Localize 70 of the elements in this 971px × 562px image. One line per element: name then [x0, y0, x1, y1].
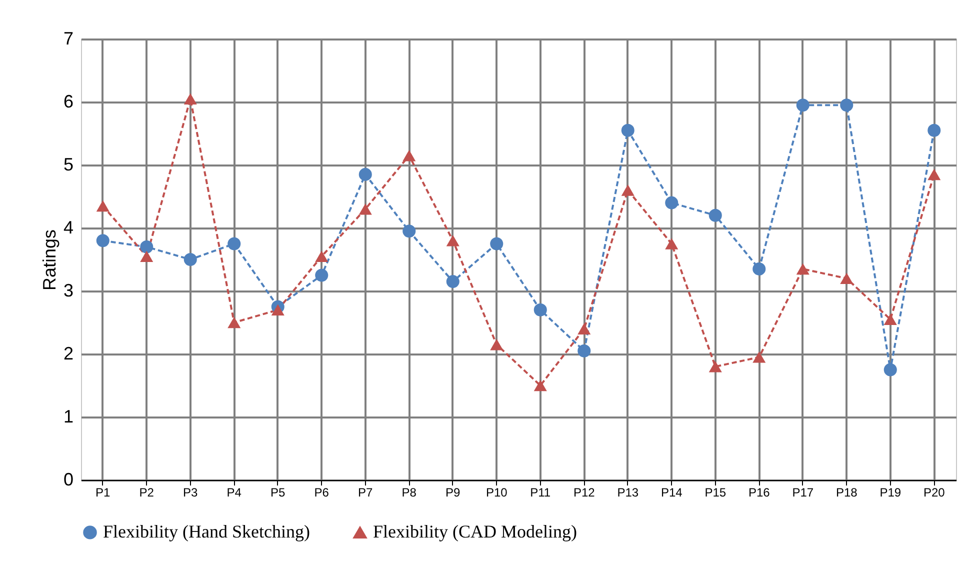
x-tick-label: P8 — [402, 486, 417, 500]
x-tick-label: P7 — [358, 486, 374, 500]
point — [358, 168, 372, 181]
point — [621, 184, 634, 196]
x-tick-label: P2 — [139, 486, 154, 500]
x-tick-label: P17 — [792, 486, 814, 500]
legend-label: Flexibility (CAD Modeling) — [373, 522, 577, 542]
point — [840, 272, 854, 284]
point — [752, 262, 766, 276]
point — [621, 124, 634, 137]
x-tick-label: P6 — [314, 486, 330, 500]
x-tick-label: P18 — [836, 486, 858, 500]
point — [752, 352, 766, 363]
point — [578, 344, 591, 358]
point — [928, 168, 941, 180]
y-tick-label: 0 — [63, 470, 74, 490]
x-tick-label: P9 — [446, 486, 461, 500]
point — [446, 234, 460, 246]
point — [884, 363, 897, 376]
x-tick-label: P11 — [530, 486, 551, 500]
point — [490, 338, 504, 350]
point — [490, 237, 504, 250]
point — [796, 98, 810, 112]
y-tick-label: 4 — [63, 218, 74, 238]
legend-label: Flexibility (Hand Sketching) — [103, 521, 310, 542]
point — [228, 316, 241, 328]
y-tick-label: 3 — [63, 280, 74, 300]
point — [402, 150, 416, 162]
point — [184, 252, 197, 266]
x-tick-label: P5 — [270, 486, 286, 500]
y-axis-title: Ratings — [39, 229, 60, 291]
point — [96, 200, 110, 212]
point — [140, 240, 154, 254]
point — [140, 250, 154, 262]
x-tick-label: P3 — [183, 486, 198, 500]
point — [796, 263, 810, 275]
point — [228, 237, 241, 250]
x-tick-label: P16 — [748, 486, 770, 500]
y-tick-label: 2 — [63, 344, 74, 364]
point — [884, 314, 897, 325]
x-tick-label: P20 — [923, 486, 946, 500]
point — [446, 275, 460, 288]
x-tick-label: P10 — [486, 486, 508, 500]
point — [665, 238, 678, 250]
x-tick-label: P15 — [704, 486, 726, 500]
point — [928, 124, 941, 137]
point — [184, 93, 197, 104]
x-tick-label: P14 — [660, 486, 683, 500]
point — [315, 250, 328, 262]
point — [402, 224, 416, 238]
point — [708, 208, 722, 222]
point — [708, 360, 722, 372]
y-tick-label: 1 — [63, 406, 74, 426]
point — [271, 304, 284, 316]
point — [840, 98, 854, 112]
x-tick-label: P1 — [96, 486, 111, 500]
point — [315, 268, 328, 282]
point — [534, 303, 547, 316]
point — [578, 323, 591, 334]
y-tick-label: 6 — [63, 92, 74, 112]
x-tick-label: P4 — [226, 486, 242, 500]
point — [665, 196, 678, 210]
point — [534, 380, 547, 392]
x-tick-label: P19 — [880, 486, 902, 500]
y-tick-label: 7 — [63, 28, 74, 48]
x-tick-label: P12 — [573, 486, 596, 500]
y-tick-label: 5 — [63, 154, 74, 174]
x-tick-label: P13 — [617, 486, 639, 500]
point — [358, 203, 372, 215]
point — [96, 234, 110, 248]
